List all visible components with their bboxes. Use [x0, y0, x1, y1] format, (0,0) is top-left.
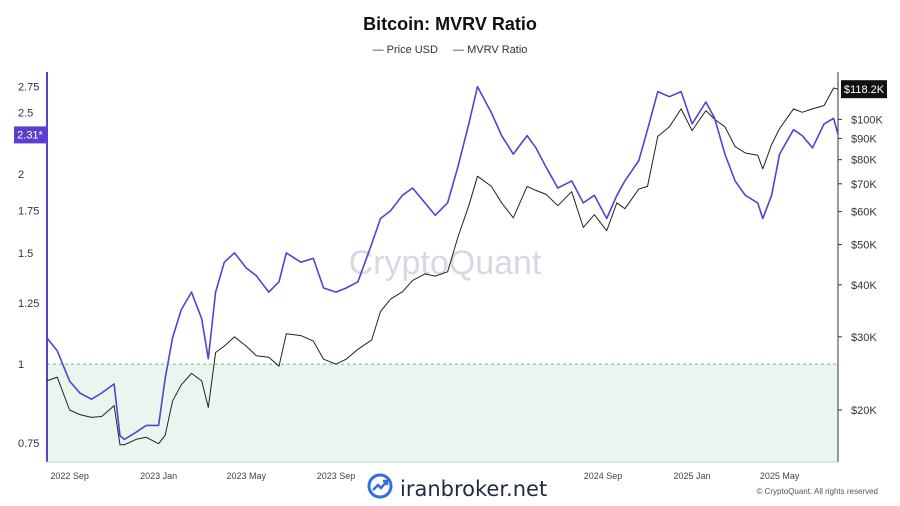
y-left-tick-label: 2	[18, 169, 24, 181]
legend-swatch-price: —	[372, 44, 384, 56]
x-tick-label: 2023 Jan	[140, 471, 177, 481]
undervalued-zone	[47, 363, 838, 462]
y-right-tick-label: $70K	[851, 179, 877, 191]
y-right-tick-label: $60K	[851, 207, 877, 219]
price-usd-line	[46, 87, 839, 446]
y-left-tick-label: 1.25	[18, 298, 39, 310]
chart-title: Bitcoin: MVRV Ratio	[363, 14, 537, 34]
y-left-tick-label: 1.5	[18, 248, 33, 260]
x-tick-label: 2025 Jan	[674, 471, 711, 481]
copyright-text: © CryptoQuant. All rights reserved	[756, 487, 879, 496]
y-left-tick-label: 2.75	[18, 82, 39, 94]
x-tick-label: 2022 Sep	[50, 471, 89, 481]
legend-item-mvrv[interactable]: — MVRV Ratio	[453, 44, 527, 56]
brand-watermark: iranbroker.net	[366, 472, 547, 505]
current-mvrv-badge	[14, 126, 46, 144]
x-tick-label: 2025 May	[760, 471, 800, 481]
y-left-tick-label: 1.75	[18, 206, 39, 218]
current-price-badge	[841, 80, 887, 99]
series-layer	[46, 85, 839, 446]
brand-text: iranbroker.net	[400, 476, 548, 501]
x-tick-label: 2024 Sep	[584, 471, 623, 481]
current-mvrv-label: 2.31*	[17, 129, 43, 141]
axes	[46, 72, 839, 463]
trend-chart-icon	[366, 472, 394, 505]
y-right-tick-label: $80K	[851, 155, 877, 167]
undervalued-zone-fill	[47, 364, 838, 462]
y-right-tick-label: $50K	[851, 240, 877, 252]
y-right-tick-label: $20K	[851, 405, 877, 417]
y-left-tick-label: 1	[18, 359, 24, 371]
value-badges: 2.31* $118.2K	[14, 80, 887, 144]
mvrv-ratio-line	[46, 85, 839, 441]
legend: — Price USD — MVRV Ratio	[0, 44, 900, 56]
legend-item-price[interactable]: — Price USD	[373, 44, 441, 56]
y-left-tick-label: 0.75	[18, 438, 39, 450]
x-tick-label: 2023 Sep	[317, 471, 356, 481]
x-tick-label: 2023 May	[226, 471, 266, 481]
watermark: CryptoQuant	[349, 244, 542, 282]
legend-swatch-mvrv: —	[453, 44, 465, 56]
tick-labels: 0.75 1 1.25 1.5 1.75 2 2.5 2.75 $20K $30K $40K $50K…	[18, 82, 883, 481]
y-left-tick-label: 2.5	[18, 108, 33, 120]
legend-label-price: Price USD	[386, 44, 438, 56]
y-right-tick-label: $30K	[851, 332, 877, 344]
y-right-tick-label: $100K	[851, 114, 883, 126]
y-right-tick-label: $90K	[851, 133, 877, 145]
current-price-label: $118.2K	[844, 84, 885, 96]
legend-label-mvrv: MVRV Ratio	[467, 44, 528, 56]
y-right-tick-label: $40K	[851, 280, 877, 292]
